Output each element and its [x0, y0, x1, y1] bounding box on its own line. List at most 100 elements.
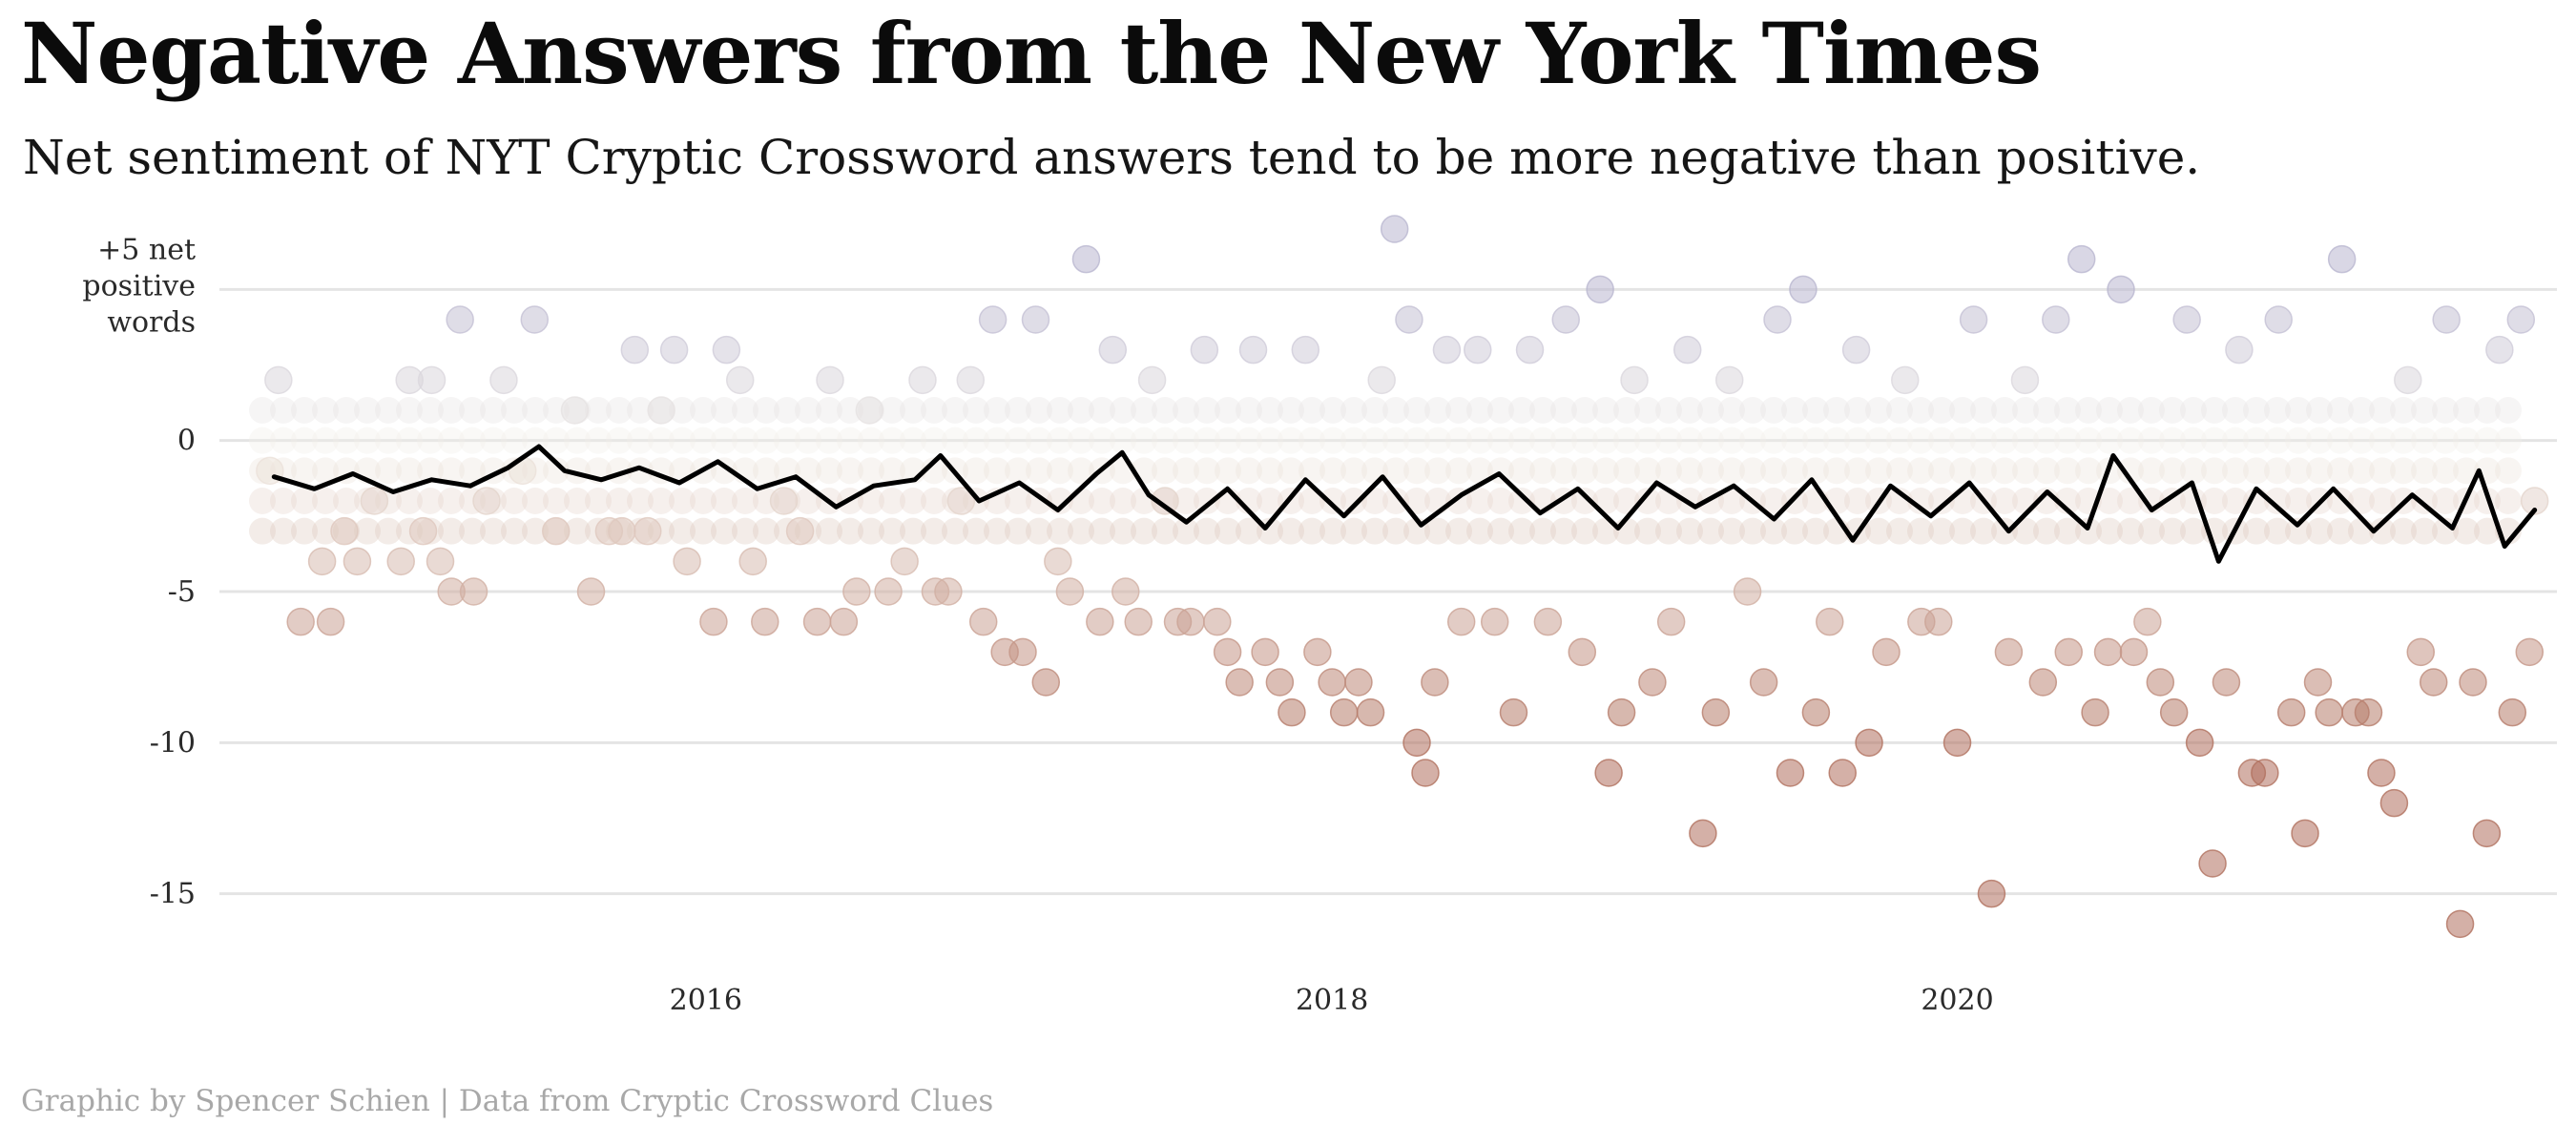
- answer-point: [1213, 637, 1242, 667]
- neutral-point: [1382, 457, 1409, 485]
- neutral-point: [270, 488, 297, 514]
- neutral-point: [2138, 397, 2165, 424]
- neutral-point: [1928, 397, 1955, 424]
- neutral-point: [291, 517, 318, 545]
- answer-point: [316, 607, 345, 636]
- neutral-point: [2285, 517, 2312, 545]
- neutral-point: [711, 397, 737, 424]
- neutral-point: [1382, 488, 1409, 514]
- neutral-point: [396, 427, 423, 454]
- neutral-point: [396, 397, 423, 424]
- neutral-point: [690, 397, 717, 424]
- answer-point: [520, 305, 550, 334]
- neutral-point: [1550, 457, 1577, 485]
- neutral-point: [900, 488, 926, 514]
- neutral-point: [1466, 488, 1493, 514]
- answer-point: [1021, 305, 1050, 334]
- neutral-point: [627, 457, 654, 485]
- neutral-point: [2201, 457, 2228, 485]
- neutral-point: [270, 397, 297, 424]
- answer-point: [1942, 728, 1972, 758]
- neutral-point: [1550, 427, 1577, 454]
- neutral-point: [2138, 457, 2165, 485]
- neutral-point: [459, 397, 486, 424]
- neutral-point: [1319, 488, 1346, 514]
- neutral-point: [312, 488, 339, 514]
- neutral-point: [1257, 457, 1283, 485]
- answer-point: [1265, 668, 1295, 697]
- neutral-point: [2453, 517, 2480, 545]
- neutral-point: [1278, 397, 1304, 424]
- neutral-point: [879, 427, 905, 454]
- neutral-point: [1131, 427, 1157, 454]
- neutral-point: [2117, 397, 2144, 424]
- neutral-point: [942, 517, 968, 545]
- neutral-point: [291, 427, 318, 454]
- neutral-point: [1466, 457, 1493, 485]
- neutral-point: [249, 427, 276, 454]
- answer-point: [560, 396, 590, 425]
- neutral-point: [1823, 427, 1850, 454]
- neutral-point: [1592, 457, 1619, 485]
- answer-point: [2212, 668, 2241, 697]
- neutral-point: [1949, 457, 1976, 485]
- neutral-point: [459, 427, 486, 454]
- neutral-point: [1298, 397, 1325, 424]
- neutral-point: [1340, 427, 1367, 454]
- neutral-point: [606, 427, 633, 454]
- neutral-point: [753, 397, 779, 424]
- neutral-point: [2075, 427, 2102, 454]
- neutral-point: [1361, 427, 1388, 454]
- neutral-point: [2201, 397, 2228, 424]
- neutral-point: [1718, 427, 1745, 454]
- answer-point: [1124, 607, 1153, 636]
- neutral-point: [606, 397, 633, 424]
- neutral-point: [270, 517, 297, 545]
- y-tick-label: -15: [150, 878, 196, 911]
- neutral-point: [984, 457, 1010, 485]
- answer-point: [1480, 607, 1509, 636]
- neutral-point: [858, 517, 884, 545]
- neutral-point: [732, 517, 758, 545]
- neutral-point: [480, 427, 507, 454]
- neutral-point: [1823, 457, 1850, 485]
- neutral-point: [543, 457, 570, 485]
- neutral-point: [669, 488, 696, 514]
- answer-point: [2354, 697, 2383, 727]
- answer-point: [647, 396, 675, 425]
- neutral-point: [585, 397, 612, 424]
- answer-point: [2367, 759, 2396, 787]
- neutral-point: [879, 517, 905, 545]
- answer-point: [2315, 697, 2343, 727]
- neutral-point: [2180, 517, 2207, 545]
- answer-point: [1329, 697, 1359, 727]
- answer-point: [1291, 335, 1320, 364]
- neutral-point: [2327, 517, 2354, 545]
- neutral-point: [753, 517, 779, 545]
- answer-point: [1872, 637, 1901, 667]
- neutral-point: [921, 517, 947, 545]
- neutral-point: [690, 517, 717, 545]
- neutral-point: [543, 427, 570, 454]
- answer-point: [2472, 819, 2502, 848]
- answer-point: [446, 305, 474, 334]
- answer-point: [1672, 335, 1702, 364]
- neutral-point: [900, 397, 926, 424]
- answer-points: [256, 215, 2549, 939]
- neutral-point: [1613, 427, 1640, 454]
- neutral-point: [291, 488, 318, 514]
- neutral-point: [1676, 427, 1703, 454]
- neutral-point: [1340, 517, 1367, 545]
- answer-point: [2081, 697, 2109, 727]
- neutral-point: [1949, 517, 1976, 545]
- neutral-point: [816, 397, 842, 424]
- neutral-point: [1634, 427, 1661, 454]
- neutral-point: [522, 488, 549, 514]
- answer-point: [2264, 305, 2293, 334]
- neutral-point: [1844, 488, 1871, 514]
- answer-point: [1924, 607, 1953, 636]
- neutral-point: [1844, 427, 1871, 454]
- neutral-point: [2054, 488, 2081, 514]
- neutral-point: [438, 488, 465, 514]
- answer-point: [2107, 275, 2135, 304]
